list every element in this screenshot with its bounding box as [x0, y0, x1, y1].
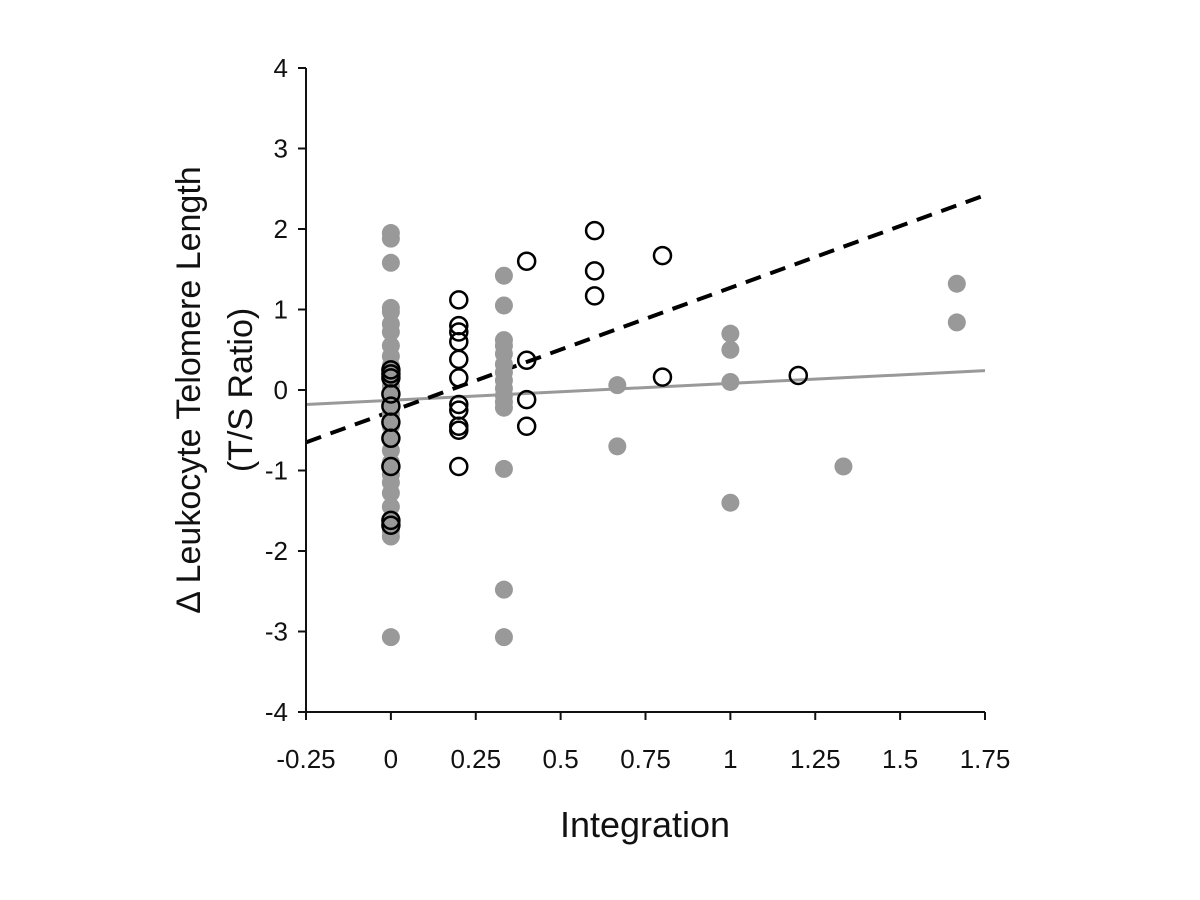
data-point-filled [721, 493, 740, 512]
data-point-filled [834, 457, 853, 476]
axes [298, 67, 986, 720]
data-point-open [449, 394, 469, 415]
data-point-filled [608, 376, 627, 395]
trendline-solid [305, 369, 986, 406]
data-point-open [516, 416, 537, 436]
x-axis-title: Integration [560, 804, 730, 845]
data-point-open [449, 416, 469, 436]
data-point-open [516, 350, 537, 370]
data-point-filled [494, 459, 513, 478]
data-point-open [516, 251, 537, 271]
data-point-open [449, 349, 469, 370]
data-point-filled [947, 313, 966, 332]
data-point-open [449, 420, 469, 440]
data-point-filled [494, 580, 513, 599]
data-points [381, 220, 966, 647]
x-tick-label: 1.75 [960, 744, 1011, 774]
x-tick-label: 0.75 [620, 744, 671, 774]
data-point-open [381, 384, 401, 404]
y-axis-title-line1: Δ Leukocyte Telomere Length [170, 166, 208, 613]
y-tick-label: 1 [274, 295, 288, 325]
data-point-open [381, 515, 401, 535]
x-tick-label: 1.25 [790, 744, 841, 774]
data-point-open [788, 365, 809, 386]
data-point-filled [381, 628, 400, 647]
data-point-open [449, 290, 469, 310]
y-axis-title-line2: (T/S Ratio) [222, 308, 260, 472]
y-tick-label: 0 [274, 375, 288, 405]
data-point-filled [721, 372, 740, 391]
x-tick-label: -0.25 [276, 744, 335, 774]
y-tick-label: 3 [274, 134, 288, 164]
data-point-filled [381, 253, 400, 272]
y-tick-label: 4 [274, 53, 288, 83]
data-point-open [584, 220, 605, 241]
tick-labels: 4 3 2 1 0 -1 -2 -3 -4 -0.25 0 0.25 0.5 0.75 1 1.25 1.5 1.… [265, 53, 1010, 774]
data-point-open [449, 322, 469, 342]
data-point-filled [381, 323, 400, 342]
data-point-open [381, 510, 401, 531]
data-point-filled [494, 296, 513, 315]
x-tick-label: 1.5 [882, 744, 918, 774]
data-point-open [584, 261, 605, 281]
data-point-open [381, 456, 401, 477]
trendline-dashed [305, 193, 986, 445]
data-point-open [516, 389, 537, 410]
x-tick-label: 0.25 [450, 744, 501, 774]
data-point-open [652, 245, 673, 266]
data-point-filled [947, 274, 966, 293]
data-point-filled [721, 324, 740, 343]
x-tick-label: 1 [723, 744, 737, 774]
data-point-filled [381, 229, 400, 248]
data-point-open [449, 368, 469, 388]
data-point-open [381, 428, 401, 449]
trendlines [305, 193, 986, 445]
data-point-open [449, 456, 469, 477]
data-point-open [652, 367, 673, 387]
data-point-filled [494, 266, 513, 285]
x-tick-label: 0 [384, 744, 398, 774]
data-point-filled [494, 628, 513, 647]
data-point-filled [494, 398, 513, 417]
data-point-filled [721, 340, 740, 359]
y-tick-label: -3 [265, 617, 288, 647]
data-point-filled [381, 484, 400, 503]
data-point-filled [608, 437, 627, 456]
y-axis-title: Δ Leukocyte Telomere Length (T/S Ratio) [170, 166, 260, 613]
y-tick-label: 2 [274, 214, 288, 244]
data-point-open [584, 286, 605, 306]
y-tick-label: -4 [265, 697, 288, 727]
x-tick-label: 0.5 [543, 744, 579, 774]
y-tick-label: -1 [265, 456, 288, 486]
y-tick-label: -2 [265, 536, 288, 566]
